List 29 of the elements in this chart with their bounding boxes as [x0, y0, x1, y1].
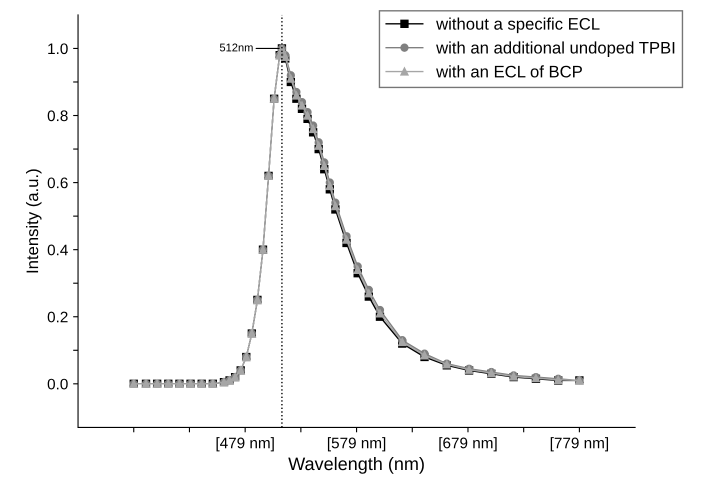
point — [342, 235, 351, 244]
point — [298, 101, 306, 110]
point — [292, 91, 301, 100]
legend-label: with an additional undoped TPBI — [436, 41, 674, 57]
point — [308, 124, 318, 134]
y-tick-label: 0.4 — [48, 244, 68, 256]
x-tick-label: [479 nm] — [216, 437, 274, 452]
point — [303, 111, 312, 120]
point — [331, 202, 340, 210]
point — [314, 142, 323, 150]
point — [376, 309, 384, 318]
point — [326, 182, 334, 190]
point — [286, 74, 296, 83]
y-tick-label: 0.2 — [48, 312, 68, 322]
y-tick-label: 0.8 — [48, 110, 68, 122]
x-tick-label: [679 nm] — [439, 437, 497, 452]
point — [364, 289, 373, 298]
legend-label: with an ECL of BCP — [436, 65, 582, 78]
x-tick-label: [579 nm] — [328, 437, 386, 452]
y-axis-title: Intensity (a.u.) — [26, 169, 42, 272]
x-axis-title: Wavelength (nm) — [288, 456, 424, 474]
point — [354, 266, 362, 274]
y-tick-label: 0.6 — [48, 177, 68, 188]
legend-label: without a specific ECL — [436, 18, 600, 34]
y-tick-label: 0.0 — [48, 378, 68, 390]
point — [320, 162, 328, 170]
y-tick-label: 1.0 — [48, 43, 68, 54]
x-tick-label: [779 nm] — [550, 437, 608, 452]
annotation: 512nm — [220, 44, 253, 52]
